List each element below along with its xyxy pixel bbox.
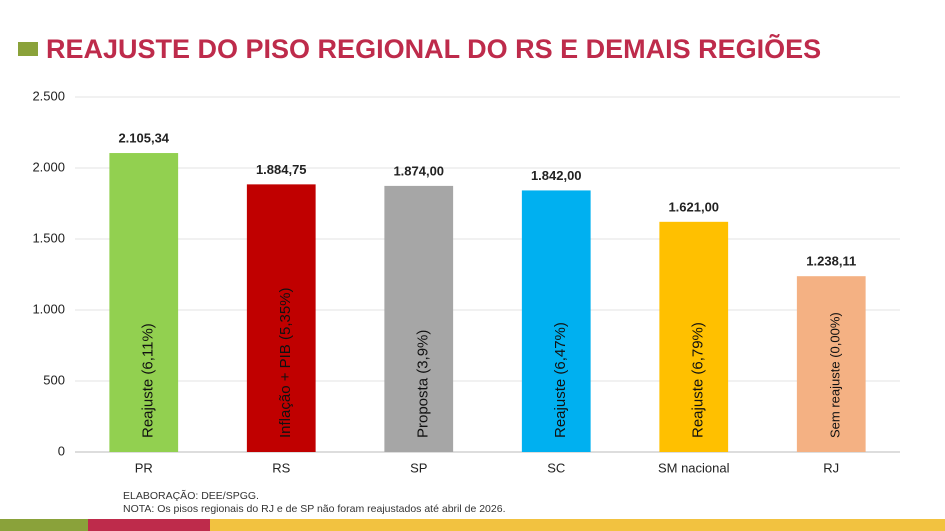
y-tick-label: 1.500 — [32, 230, 65, 245]
value-label: 1.884,75 — [256, 162, 307, 177]
y-tick-label: 0 — [58, 443, 65, 458]
bar — [384, 185, 454, 452]
bar — [521, 190, 591, 452]
value-label: 1.874,00 — [393, 163, 444, 178]
y-tick-label: 2.500 — [32, 88, 65, 103]
bar-annotation: Sem reajuste (0,00%) — [828, 312, 843, 438]
footer-strip — [0, 519, 88, 531]
x-tick-label: RS — [272, 460, 290, 475]
bar — [796, 276, 866, 452]
note: ELABORAÇÃO: DEE/SPGG. — [123, 489, 259, 502]
footer-strip — [210, 519, 945, 531]
value-label: 1.842,00 — [531, 168, 582, 183]
x-tick-label: SM nacional — [658, 460, 730, 475]
bar-annotation: Proposta (3,9%) — [415, 330, 432, 438]
x-tick-label: SP — [410, 460, 427, 475]
x-tick-label: RJ — [823, 460, 839, 475]
bar-annotation: Reajuste (6,47%) — [552, 322, 569, 438]
chart-title: REAJUSTE DO PISO REGIONAL DO RS E DEMAIS… — [46, 33, 821, 64]
bar — [659, 221, 729, 452]
bar-annotation: Reajuste (6,11%) — [140, 323, 157, 438]
bar — [109, 153, 179, 452]
x-tick-label: PR — [135, 460, 153, 475]
value-label: 1.621,00 — [668, 199, 719, 214]
bar-annotation: Reajuste (6,79%) — [690, 322, 707, 438]
y-tick-label: 500 — [43, 372, 65, 387]
bar-annotation: Inflação + PIB (5,35%) — [277, 287, 294, 438]
value-label: 1.238,11 — [806, 254, 856, 269]
y-tick-label: 1.000 — [32, 301, 65, 316]
note: NOTA: Os pisos regionais do RJ e de SP n… — [123, 503, 506, 515]
y-tick-label: 2.000 — [32, 159, 65, 174]
value-label: 2.105,34 — [118, 130, 169, 145]
footer-strip — [88, 519, 210, 531]
x-tick-label: SC — [547, 460, 565, 475]
bar — [246, 184, 316, 453]
title-marker — [18, 42, 38, 56]
